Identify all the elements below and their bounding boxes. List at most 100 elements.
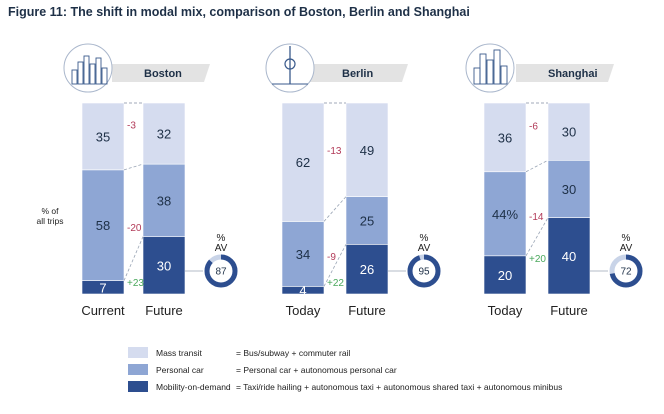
skyline-tower	[500, 65, 508, 85]
data-label: 4	[299, 283, 306, 298]
skyline-building	[77, 61, 84, 85]
data-label: 7	[99, 280, 106, 295]
bar-segment-mobility-on-demand	[547, 217, 591, 295]
av-ring-fill	[407, 254, 441, 288]
data-label: 36	[498, 130, 512, 145]
connector-line	[525, 159, 549, 173]
skyline-building	[89, 63, 96, 85]
connector-line	[123, 163, 144, 171]
av-title: %	[420, 233, 429, 244]
bar-segment-personal-car	[142, 163, 186, 237]
connector-line	[123, 236, 144, 281]
data-label: 34	[296, 247, 310, 262]
legend-swatch-mass-transit	[128, 347, 148, 358]
legend-item-mass-transit: Mass transit = Bus/subway + commuter rai…	[128, 344, 562, 361]
legend-description: = Personal car + autonomous personal car	[236, 364, 397, 375]
data-label: 35	[96, 129, 110, 144]
category-label: Today	[286, 303, 321, 318]
bar-segment-mobility-on-demand	[483, 255, 527, 295]
bar-segment-personal-car	[345, 196, 389, 245]
data-label: 44%	[492, 207, 518, 222]
skyline-building	[101, 67, 108, 85]
delta-label: -6	[529, 121, 538, 132]
delta-label: +22	[327, 278, 344, 289]
bar-segment-personal-car	[483, 171, 527, 257]
bar-segment-mobility-on-demand	[142, 236, 186, 295]
category-label: Current	[81, 303, 125, 318]
bar-segment-mass-transit	[547, 102, 591, 161]
category-label: Future	[145, 303, 183, 318]
data-label: 30	[562, 182, 576, 197]
bar-segment-mass-transit	[142, 102, 186, 165]
category-label: Future	[550, 303, 588, 318]
av-value: 87	[215, 267, 227, 278]
city-panel-shanghai: Shanghai 20 44% 36 Today 40 30 30 Future +20 -14 -6…	[465, 43, 643, 318]
city-panel-berlin: Berlin 4 34 62 Today 26 25 49 Future +22 -9 -13 95%A…	[265, 43, 441, 318]
legend-item-personal-car: Personal car = Personal car + autonomous…	[128, 361, 562, 378]
modal-mix-chart: Boston 7 58 35 Current 30 38 32 Future +23 -20 -3 87…	[37, 43, 643, 318]
category-label: Today	[488, 303, 523, 318]
city-name: Boston	[144, 68, 182, 80]
delta-label: -3	[127, 120, 136, 131]
delta-label: -9	[327, 252, 336, 263]
data-label: 20	[498, 268, 512, 283]
city-banner	[516, 64, 614, 82]
av-value: 95	[418, 267, 430, 278]
bar-segment-mass-transit	[81, 102, 125, 171]
category-label: Future	[348, 303, 386, 318]
city-banner	[310, 64, 408, 82]
bar-segment-mobility-on-demand	[345, 244, 389, 295]
y-axis-label: % of	[41, 206, 59, 216]
skyline-tower	[479, 53, 487, 85]
city-icon-circle	[63, 43, 113, 93]
bar-segment-personal-car	[281, 221, 325, 287]
bar-segment-mass-transit	[483, 102, 527, 173]
bar-segment-mass-transit	[345, 102, 389, 197]
data-label: 32	[157, 127, 171, 142]
city-name: Berlin	[342, 68, 373, 80]
legend-swatch-mobility-on-demand	[128, 381, 148, 392]
delta-label: +23	[127, 278, 144, 289]
data-label: 30	[562, 125, 576, 140]
av-title: %	[217, 233, 226, 244]
legend-item-mobility-on-demand: Mobility-on-demand = Taxi/ride hailing +…	[128, 378, 562, 395]
legend: Mass transit = Bus/subway + commuter rai…	[128, 344, 562, 395]
skyline-tower	[486, 59, 494, 85]
delta-label: -14	[529, 212, 544, 223]
city-panel-boston: Boston 7 58 35 Current 30 38 32 Future +23 -20 -3 87…	[37, 43, 238, 318]
figure-title: Figure 11: The shift in modal mix, compa…	[8, 5, 470, 19]
data-label: 30	[157, 258, 171, 273]
city-banner	[112, 64, 210, 82]
delta-label: -13	[327, 146, 342, 157]
bar-segment-personal-car	[81, 169, 125, 281]
av-title: AV	[620, 243, 633, 254]
skyline-tower	[493, 49, 501, 85]
data-label: 38	[157, 193, 171, 208]
data-label: 25	[360, 213, 374, 228]
av-title: AV	[215, 243, 228, 254]
legend-description: = Bus/subway + commuter rail	[236, 347, 351, 358]
legend-label: Mass transit	[156, 347, 202, 358]
connector-line	[525, 217, 549, 256]
av-value: 72	[620, 267, 632, 278]
legend-label: Mobility-on-demand	[156, 381, 231, 392]
data-label: 40	[562, 249, 576, 264]
av-ring-fill	[609, 254, 643, 288]
connector-line	[323, 244, 347, 287]
city-name: Shanghai	[548, 68, 598, 80]
av-title: AV	[418, 243, 431, 254]
legend-label: Personal car	[156, 364, 204, 375]
delta-label: +20	[529, 254, 546, 265]
bar-segment-personal-car	[547, 160, 591, 218]
y-axis-label: all trips	[37, 216, 64, 226]
tv-tower-sphere	[284, 58, 296, 70]
legend-swatch-personal-car	[128, 364, 148, 375]
av-title: %	[622, 233, 631, 244]
skyline-building	[71, 69, 78, 85]
legend-description: = Taxi/ride hailing + autonomous taxi + …	[236, 381, 563, 392]
connector-line	[323, 196, 347, 222]
data-label: 62	[296, 155, 310, 170]
skyline-building	[95, 57, 102, 85]
city-icon-circle	[465, 43, 515, 93]
skyline-building	[83, 55, 90, 85]
